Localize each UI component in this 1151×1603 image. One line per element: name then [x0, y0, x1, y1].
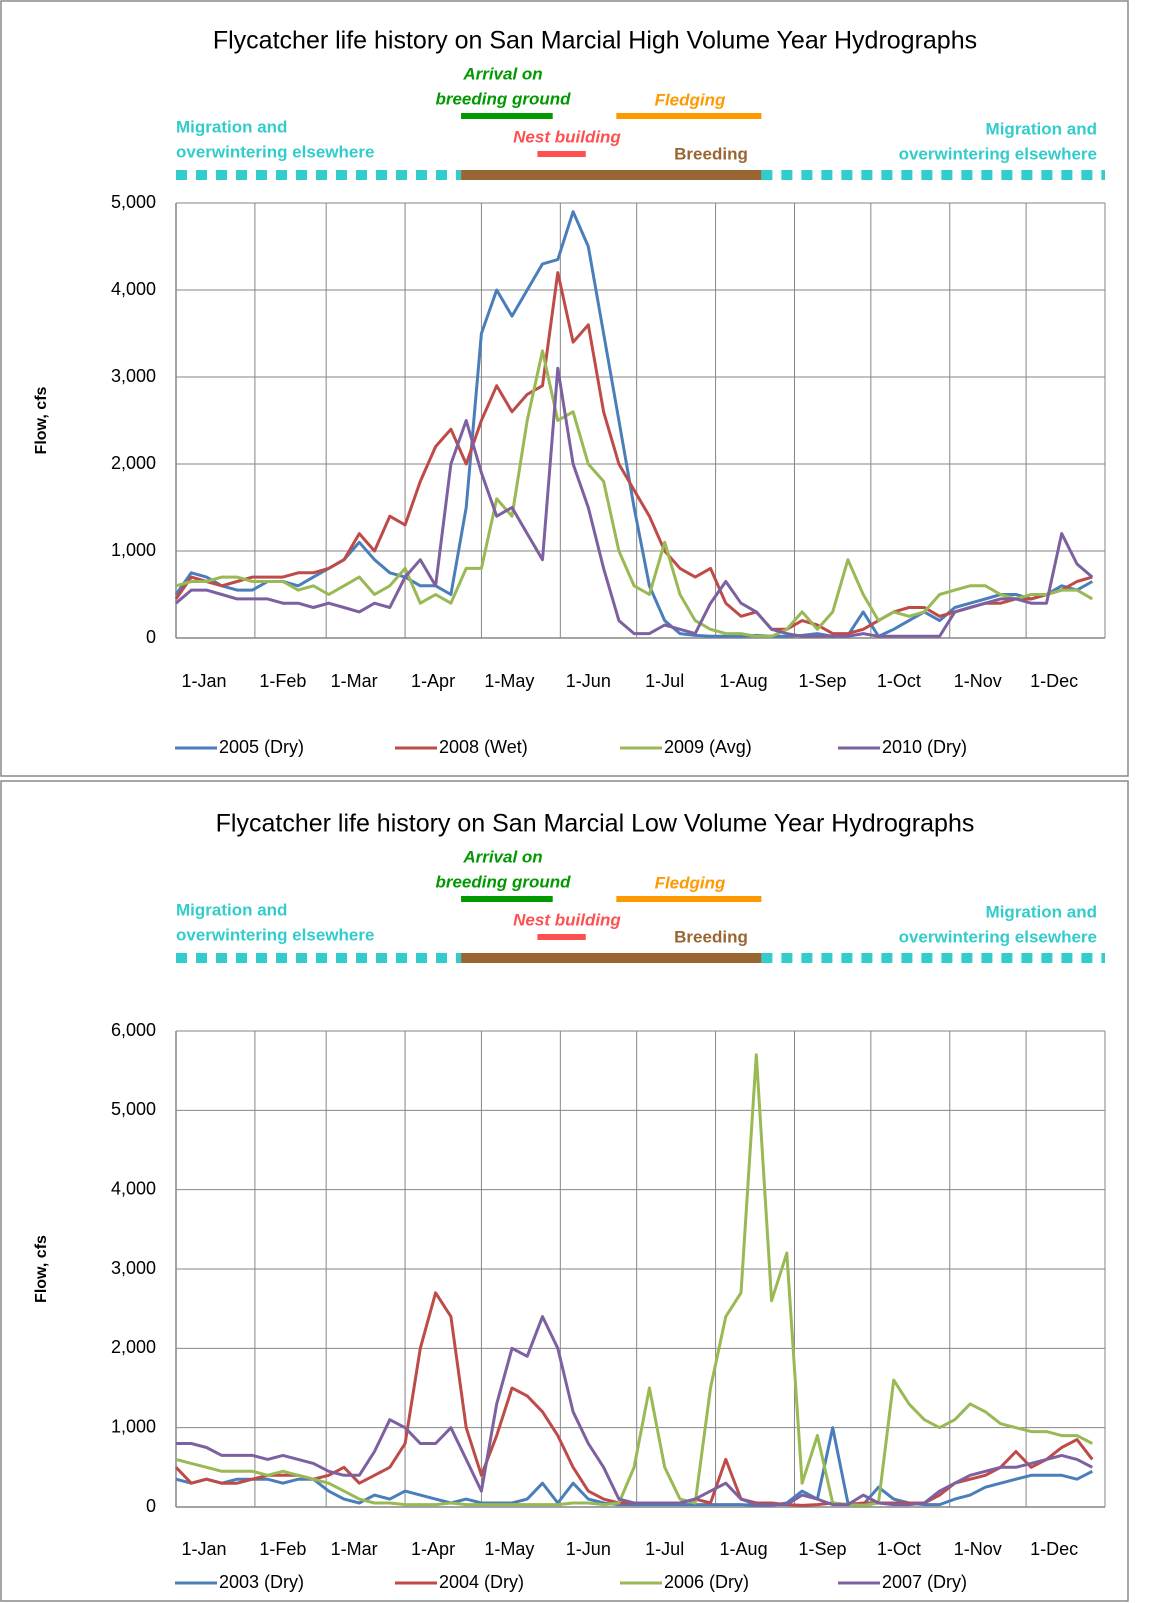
- y-tick-label: 4,000: [111, 279, 156, 299]
- period-label: Arrival on: [462, 847, 542, 866]
- period-label: overwintering elsewhere: [899, 927, 1097, 946]
- x-tick-label: 1-May: [484, 671, 534, 691]
- period-label: Migration and: [176, 900, 287, 919]
- x-tick-label: 1-Mar: [331, 1539, 378, 1559]
- x-tick-label: 1-Jul: [645, 671, 684, 691]
- x-tick-label: 1-Sep: [798, 671, 846, 691]
- x-tick-label: 1-Nov: [954, 671, 1002, 691]
- y-tick-label: 5,000: [111, 192, 156, 212]
- period-label: overwintering elsewhere: [899, 144, 1097, 163]
- x-tick-label: 1-Jul: [645, 1539, 684, 1559]
- chart-title: Flycatcher life history on San Marcial L…: [216, 810, 975, 838]
- x-tick-label: 1-Aug: [720, 671, 768, 691]
- y-tick-label: 2,000: [111, 1337, 156, 1357]
- x-tick-label: 1-Jun: [566, 1539, 611, 1559]
- x-tick-label: 1-Nov: [954, 1539, 1002, 1559]
- y-tick-label: 0: [146, 627, 156, 647]
- chart-title: Flycatcher life history on San Marcial H…: [213, 27, 977, 55]
- legend-label: 2007 (Dry): [882, 1572, 967, 1592]
- period-label: Migration and: [176, 117, 287, 136]
- period-label: breeding ground: [435, 89, 571, 108]
- x-tick-label: 1-Jan: [181, 671, 226, 691]
- y-tick-label: 5,000: [111, 1099, 156, 1119]
- x-tick-label: 1-Feb: [259, 1539, 306, 1559]
- x-tick-label: 1-May: [484, 1539, 534, 1559]
- x-tick-label: 1-Oct: [877, 1539, 921, 1559]
- legend-label: 2004 (Dry): [439, 1572, 524, 1592]
- series-line: [176, 1315, 1093, 1507]
- series-line: [175, 349, 1094, 638]
- x-tick-label: 1-Apr: [411, 1539, 455, 1559]
- period-label: Migration and: [986, 119, 1097, 138]
- x-tick-label: 1-Dec: [1030, 671, 1078, 691]
- series-line: [175, 366, 1094, 638]
- legend-label: 2005 (Dry): [219, 737, 304, 757]
- x-tick-label: 1-Dec: [1030, 1539, 1078, 1559]
- period-label: Arrival on: [462, 64, 542, 83]
- period-label: overwintering elsewhere: [176, 142, 374, 161]
- legend-label: 2008 (Wet): [439, 737, 528, 757]
- panel-frame: [0, 780, 1129, 1602]
- y-tick-label: 1,000: [111, 540, 156, 560]
- period-label: Fledging: [655, 90, 726, 109]
- period-label: Breeding: [674, 927, 748, 946]
- x-tick-label: 1-Jun: [566, 671, 611, 691]
- x-tick-label: 1-Jan: [181, 1539, 226, 1559]
- x-tick-label: 1-Apr: [411, 671, 455, 691]
- legend-label: 2009 (Avg): [664, 737, 752, 757]
- y-tick-label: 2,000: [111, 453, 156, 473]
- panel-frame: [0, 0, 1129, 777]
- y-tick-label: 0: [146, 1496, 156, 1516]
- x-tick-label: 1-Mar: [331, 671, 378, 691]
- period-label: Breeding: [674, 144, 748, 163]
- y-tick-label: 3,000: [111, 1258, 156, 1278]
- x-tick-label: 1-Oct: [877, 671, 921, 691]
- legend-label: 2006 (Dry): [664, 1572, 749, 1592]
- y-tick-label: 4,000: [111, 1178, 156, 1198]
- period-label: Fledging: [655, 873, 726, 892]
- period-label: Migration and: [986, 902, 1097, 921]
- period-label: Nest building: [513, 910, 621, 929]
- y-tick-label: 1,000: [111, 1416, 156, 1436]
- y-axis-label: Flow, cfs: [33, 1235, 50, 1303]
- series-line: [175, 1426, 1093, 1507]
- y-tick-label: 6,000: [111, 1020, 156, 1040]
- x-tick-label: 1-Feb: [259, 671, 306, 691]
- x-tick-label: 1-Sep: [798, 1539, 846, 1559]
- period-label: Nest building: [513, 127, 621, 146]
- series-line: [174, 271, 1093, 636]
- x-tick-label: 1-Aug: [720, 1539, 768, 1559]
- period-label: breeding ground: [435, 872, 571, 891]
- legend-label: 2010 (Dry): [882, 737, 967, 757]
- legend-label: 2003 (Dry): [219, 1572, 304, 1592]
- y-tick-label: 3,000: [111, 366, 156, 386]
- y-axis-label: Flow, cfs: [33, 386, 50, 454]
- period-label: overwintering elsewhere: [176, 925, 374, 944]
- series-line: [175, 1053, 1093, 1507]
